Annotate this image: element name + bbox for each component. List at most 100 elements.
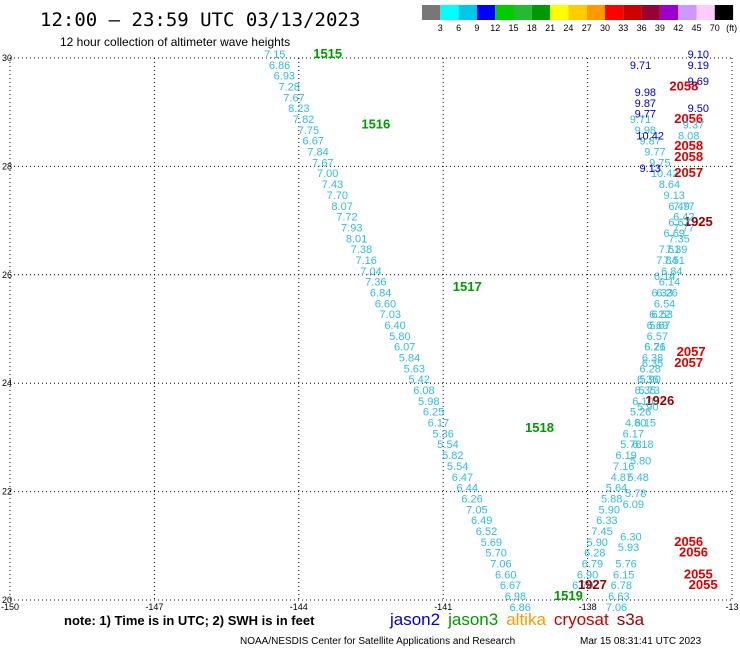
colorbar-swatch [641, 5, 660, 20]
wave-height-label: 6.69 [664, 228, 685, 240]
wave-height-label: 8.07 [331, 201, 352, 213]
wave-height-label: 6.40 [384, 320, 405, 332]
wave-height-label: 6.44 [457, 483, 478, 495]
wave-height-label: 6.79 [572, 580, 593, 592]
wave-height-label: 6.47 [452, 472, 473, 484]
wave-height-label: 7.61 [659, 244, 680, 256]
colorbar-label: 30 [600, 23, 610, 33]
wave-height-label: 2058 [674, 138, 703, 153]
wave-height-label: 10.42 [636, 130, 664, 142]
colorbar-swatch [550, 5, 569, 20]
wave-height-label: 6.57 [647, 331, 668, 343]
wave-height-label: 5.78 [625, 488, 646, 500]
wave-height-label: 2055 [689, 577, 718, 592]
wave-height-label: 10.42 [651, 168, 679, 180]
colorbar-swatch [623, 5, 642, 20]
wave-height-label: 5.54 [447, 461, 468, 473]
colorbar-swatch [714, 5, 734, 20]
x-tick-label: -141 [434, 602, 452, 612]
wave-height-label: 7.28 [278, 82, 299, 94]
wave-height-label: 5.82 [442, 450, 463, 462]
wave-height-label: 6.69 [647, 320, 668, 332]
colorbar-label: 18 [527, 23, 537, 33]
wave-height-label: 7.84 [656, 255, 677, 267]
colorbar-swatch [495, 5, 514, 20]
wave-height-label: 5.70 [485, 548, 506, 560]
wave-height-label: 9.71 [630, 60, 651, 72]
wave-height-label: 6.54 [654, 298, 675, 310]
wave-height-label: 9.50 [688, 103, 709, 115]
wave-height-label: 7.67 [283, 92, 304, 104]
note-text: note: 1) Time is in UTC; 2) SWH is in fe… [64, 613, 315, 628]
wave-height-label: 7.77 [673, 201, 694, 213]
wave-height-label: 6.14 [654, 271, 675, 283]
wave-height-label: 7.05 [466, 504, 487, 516]
wave-height-label: 6.35 [635, 385, 656, 397]
wave-height-label: 9.77 [644, 147, 665, 159]
legend-altika: altika [506, 610, 546, 629]
colorbar-label: 6 [456, 23, 461, 33]
wave-height-label: 6.09 [623, 499, 644, 511]
wave-height-label: 9.98 [635, 125, 656, 137]
pass-label: 1519 [554, 588, 583, 603]
wave-height-label: 5.98 [418, 396, 439, 408]
wave-height-label: 5.90 [637, 401, 658, 413]
wave-height-label: 7.75 [298, 125, 319, 137]
wave-height-label: 4.80 [625, 418, 646, 430]
wave-height-label: 2058 [674, 149, 703, 164]
wave-height-label: 6.71 [644, 342, 665, 354]
wave-height-label: 6.67 [668, 217, 689, 229]
wave-height-label: 9.87 [635, 98, 656, 110]
wave-height-label: 7.16 [355, 255, 376, 267]
wave-height-label: 6.14 [659, 277, 680, 289]
wave-height-label: 7.16 [613, 461, 634, 473]
wave-height-label: 6.98 [505, 591, 526, 603]
wave-height-label: 2056 [679, 545, 708, 560]
wave-height-label: 7.15 [264, 49, 285, 61]
wave-height-label: 5.73 [638, 385, 659, 397]
wave-height-label: 4.87 [611, 472, 632, 484]
wave-height-label: 6.60 [495, 569, 516, 581]
wave-height-label: 5.48 [627, 472, 648, 484]
colorbar-swatch [476, 5, 496, 20]
wave-height-label: 6.84 [370, 287, 391, 299]
wave-height-label: 5.80 [630, 456, 651, 468]
wave-height-label: 1925 [684, 214, 713, 229]
y-tick-label: 26 [2, 270, 12, 280]
wave-height-label: 7.06 [606, 602, 627, 614]
colorbar-swatch [586, 5, 605, 20]
legend: jason2 jason3 altika cryosat s3a [389, 610, 645, 629]
colorbar-swatch [513, 5, 532, 20]
wave-height-label: 6.78 [611, 580, 632, 592]
colorbar-swatch [696, 5, 715, 20]
wave-height-label: 6.84 [661, 266, 682, 278]
wave-height-label: 9.13 [639, 163, 660, 175]
colorbar-label: 42 [673, 23, 683, 33]
footer-source: NOAA/NESDIS Center for Satellite Applica… [240, 636, 515, 647]
wave-height-label: 6.53 [651, 309, 672, 321]
y-tick-label: 24 [2, 378, 12, 388]
wave-height-label: 2056 [674, 111, 703, 126]
wave-height-label: 9.75 [649, 157, 670, 169]
wave-height-label: 9.13 [664, 190, 685, 202]
wave-height-label: 6.52 [476, 526, 497, 538]
wave-height-label: 7.03 [380, 309, 401, 321]
wave-height-label: 2057 [677, 344, 706, 359]
wave-height-label: 7.06 [490, 558, 511, 570]
wave-height-label: 9.71 [630, 114, 651, 126]
wave-height-label: 6.08 [413, 385, 434, 397]
wave-height-label: 6.67 [303, 136, 324, 148]
colorbar-swatch [531, 5, 551, 20]
wave-height-label: 5.90 [587, 537, 608, 549]
wave-height-label: 5.90 [599, 504, 620, 516]
x-tick-label: -13 [725, 602, 738, 612]
wave-height-label: 1927 [578, 577, 607, 592]
wave-height-label: 6.26 [656, 287, 677, 299]
wave-height-label: 7.36 [365, 277, 386, 289]
colorbar-label: 36 [637, 23, 647, 33]
colorbar-swatch [678, 5, 697, 20]
wave-height-label: 5.84 [399, 353, 420, 365]
wave-height-label: 7.04 [360, 266, 381, 278]
wave-height-label: 5.26 [630, 407, 651, 419]
